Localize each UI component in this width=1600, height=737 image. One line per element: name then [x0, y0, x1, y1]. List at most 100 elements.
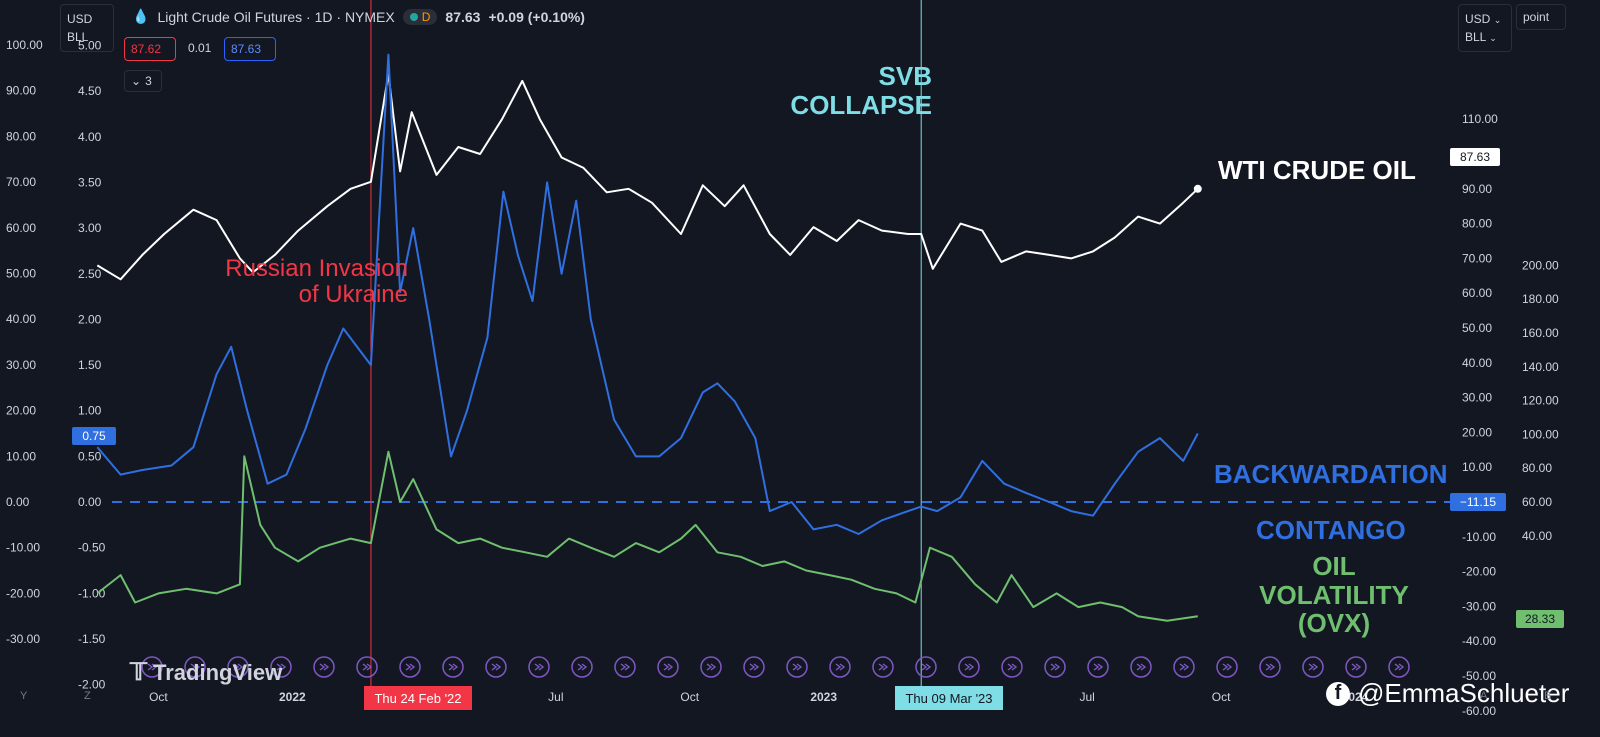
- price-right-tick-label: 60.00: [1462, 286, 1492, 300]
- far-right-tick-label: 140.00: [1522, 360, 1559, 374]
- symbol-title[interactable]: Light Crude Oil Futures · 1D · NYMEX: [157, 8, 395, 25]
- spread-left-tick-label: 0.50: [78, 449, 102, 463]
- event-icon: [141, 656, 163, 678]
- corner-label-a[interactable]: A: [1480, 690, 1488, 702]
- spread-left-tick-label: 3.00: [78, 221, 102, 235]
- price-right-tick-label: 80.00: [1462, 217, 1492, 231]
- svb-date-label: Thu 09 Mar '23: [895, 686, 1003, 710]
- spread-left-tick-label: 4.50: [78, 84, 102, 98]
- event-arrow-icon: [1050, 663, 1061, 671]
- event-circle: [700, 656, 722, 678]
- spread-left-tick-label: 1.50: [78, 358, 102, 372]
- spread-left-tick-label: 2.00: [78, 312, 102, 326]
- collapse-indicators-button[interactable]: ⌄ 3: [124, 70, 162, 92]
- event-icon: [1388, 656, 1410, 678]
- x-tick-label: Oct: [680, 690, 699, 704]
- event-icon: [743, 656, 765, 678]
- x-tick-label: Jul: [1079, 690, 1094, 704]
- event-icon: [1044, 656, 1066, 678]
- event-circle: [356, 656, 378, 678]
- ovx-annotation-line1: OIL: [1312, 551, 1356, 581]
- event-icon: [571, 656, 593, 678]
- ovx-left-tick-label: 20.00: [6, 404, 36, 418]
- wti-last-point: [1193, 184, 1202, 193]
- price-right-tick-label: 30.00: [1462, 391, 1492, 405]
- symbol-header: 💧 Light Crude Oil Futures · 1D · NYMEX D…: [132, 8, 585, 25]
- event-icon: [614, 656, 636, 678]
- price-right-tick-label: -60.00: [1462, 704, 1496, 718]
- far-right-tick-label: 120.00: [1522, 394, 1559, 408]
- ovx-left-tick-label: -20.00: [6, 586, 40, 600]
- price-change: +0.09 (+0.10%): [488, 8, 585, 25]
- event-icon: [227, 656, 249, 678]
- event-arrow-icon: [706, 663, 717, 671]
- ask-button[interactable]: 87.63: [224, 37, 276, 61]
- far-right-tick-label: 60.00: [1522, 495, 1552, 509]
- event-icon: [184, 656, 206, 678]
- event-circle: [227, 656, 249, 678]
- event-icon: [270, 656, 292, 678]
- event-arrow-icon: [448, 663, 459, 671]
- chevron-down-icon: ⌄: [131, 74, 142, 88]
- ovx-left-tick-label: -10.00: [6, 541, 40, 555]
- right-axis-unit-selector[interactable]: USD ⌄ BLL ⌄: [1458, 4, 1512, 52]
- event-circle: [915, 656, 937, 678]
- far-right-tick-label: 180.00: [1522, 292, 1559, 306]
- svb-annotation-line1: SVB: [878, 61, 932, 91]
- corner-label-z[interactable]: Z: [84, 690, 91, 702]
- spread-left-tick-label: 1.00: [78, 404, 102, 418]
- event-circle: [1302, 656, 1324, 678]
- ovx-annotation: OIL VOLATILITY (OVX): [1244, 552, 1424, 638]
- price-right-tick-label: -20.00: [1462, 565, 1496, 579]
- event-circle: [1130, 656, 1152, 678]
- russia-annotation-line2: of Ukraine: [298, 281, 408, 309]
- spread-left-tick-label: 5.00: [78, 39, 102, 53]
- right-unit: BLL ⌄: [1465, 30, 1497, 44]
- tradingview-watermark: 𝕋 TradingView: [130, 658, 282, 687]
- russia-annotation: Russian Invasion of Ukraine: [186, 255, 408, 309]
- event-icon: [958, 656, 980, 678]
- bid-button[interactable]: 87.62: [124, 37, 176, 61]
- spread-series-line: [96, 53, 1199, 535]
- russia-date-label: Thu 24 Feb '22: [364, 686, 472, 710]
- spread-left-tick-label: -1.50: [78, 632, 106, 646]
- event-arrow-icon: [319, 663, 330, 671]
- price-right-tick-label: 10.00: [1462, 460, 1492, 474]
- far-right-tick-label: 160.00: [1522, 326, 1559, 340]
- event-icon: [915, 656, 937, 678]
- ovx-left-tick-label: 0.00: [6, 495, 30, 509]
- spread-right-badge: −11.15: [1450, 493, 1506, 511]
- event-icon: [1345, 656, 1367, 678]
- spread-left-tick-label: -2.00: [78, 678, 106, 692]
- tradingview-logo-icon: 𝕋: [130, 659, 147, 686]
- russia-annotation-line1: Russian Invasion: [225, 255, 408, 282]
- price-right-tick-label: 90.00: [1462, 182, 1492, 196]
- contango-annotation: CONTANGO: [1256, 515, 1406, 545]
- event-arrow-icon: [1394, 663, 1405, 671]
- price-right-tick-label: -30.00: [1462, 599, 1496, 613]
- spread-left-tick-label: -0.50: [78, 541, 106, 555]
- event-circle: [571, 656, 593, 678]
- price-right-tick-label: 50.00: [1462, 321, 1492, 335]
- corner-label-y[interactable]: Y: [20, 690, 28, 702]
- left-axis-unit-selector[interactable]: USD BLL: [60, 4, 114, 52]
- corner-label-b[interactable]: B: [1544, 690, 1552, 702]
- event-circle: [1345, 656, 1367, 678]
- x-tick-label: Oct: [149, 690, 168, 704]
- far-right-axis-unit[interactable]: point: [1516, 4, 1566, 30]
- price-right-tick-label: 70.00: [1462, 251, 1492, 265]
- last-price: 87.63: [445, 8, 481, 25]
- event-icons: [141, 656, 1410, 678]
- event-icon: [399, 656, 421, 678]
- event-circle: [786, 656, 808, 678]
- status-pill[interactable]: D: [402, 8, 438, 25]
- x-tick-label: Jul: [548, 690, 563, 704]
- event-icon: [1216, 656, 1238, 678]
- event-icon: [485, 656, 507, 678]
- event-arrow-icon: [1136, 663, 1147, 671]
- price-right-tick-label: 110.00: [1462, 112, 1498, 126]
- event-circle: [1001, 656, 1023, 678]
- event-arrow-icon: [620, 663, 631, 671]
